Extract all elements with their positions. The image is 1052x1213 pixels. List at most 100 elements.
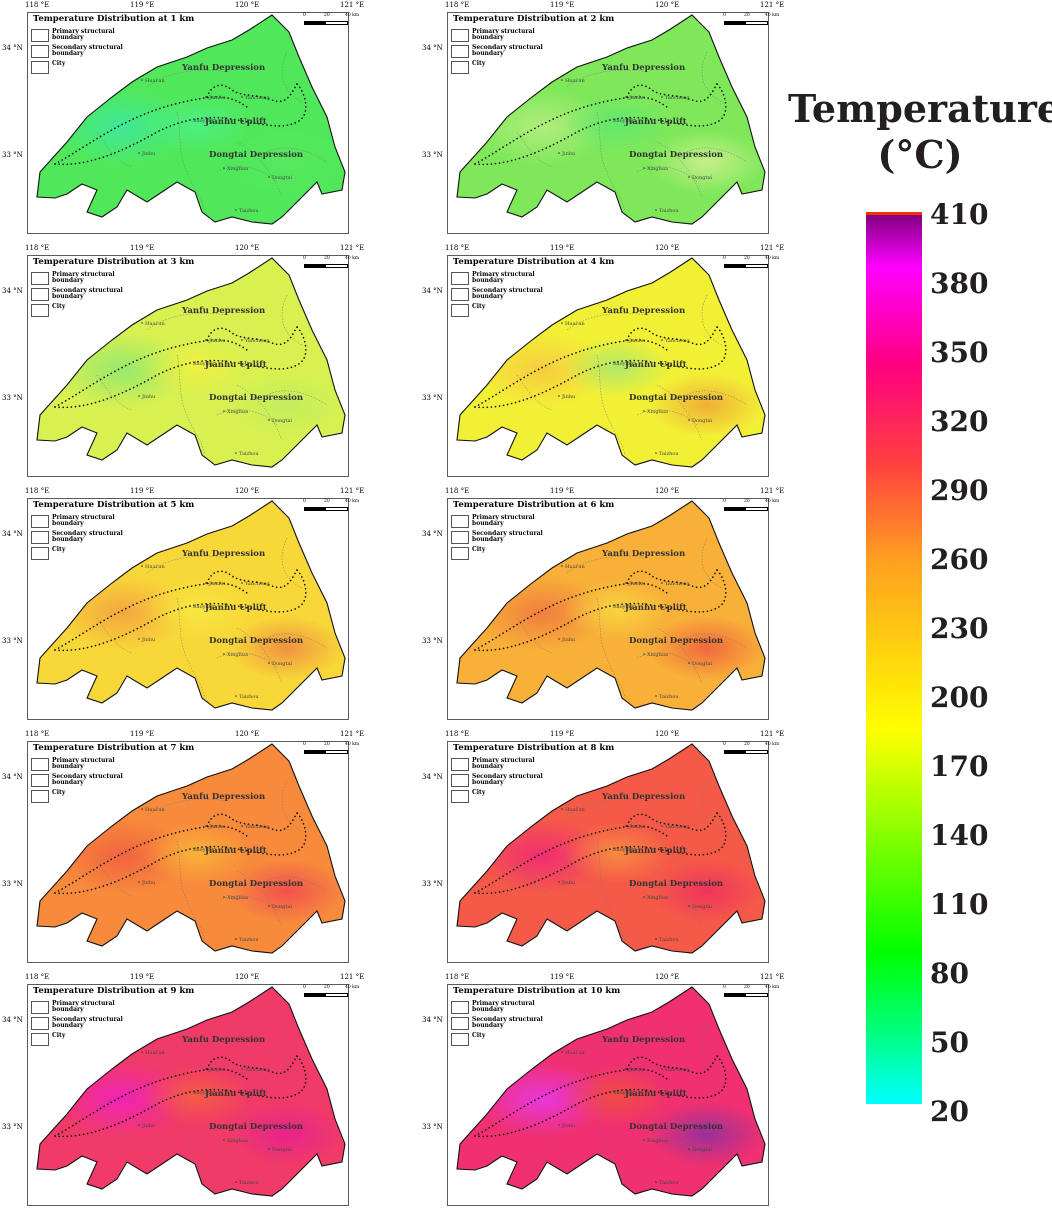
region-label-dongtai: Dongtai Depression	[209, 393, 303, 403]
secondary-boundary-legend-label: Secondary structural boundary	[472, 530, 543, 544]
basin-outline	[456, 743, 766, 954]
city-marker	[223, 1139, 225, 1141]
primary-boundary-legend: Primary structural boundary	[31, 271, 147, 285]
primary-boundary-legend-label: Primary structural boundary	[472, 757, 535, 771]
city-label: Jinhu	[561, 151, 576, 157]
city-legend-symbol	[451, 61, 469, 74]
secondary-boundary-legend-symbol	[451, 1017, 469, 1030]
secondary-boundary-legend-label: Secondary structural boundary	[472, 1016, 543, 1030]
city-marker	[643, 896, 645, 898]
secondary-boundary	[236, 1113, 283, 1170]
secondary-boundary-legend-symbol	[451, 774, 469, 787]
primary-boundary-legend-symbol	[31, 29, 49, 42]
secondary-boundary-legend: Secondary structural boundary	[451, 1016, 567, 1030]
scale-label: 0	[723, 985, 726, 990]
secondary-boundary	[656, 384, 703, 441]
scale-label: 40 km	[765, 256, 780, 261]
city-marker	[561, 565, 563, 567]
latitude-label: 34 °N	[422, 773, 443, 781]
scale-label: 40 km	[765, 742, 780, 747]
city-label: Yancheng	[664, 338, 690, 344]
map-panel-1km: Yanfu Depression Jianhu Uplift Dongtai Dep…	[27, 12, 369, 240]
longitude-label: 120 °E	[655, 244, 680, 252]
secondary-boundary	[566, 1041, 648, 1060]
city-marker	[558, 395, 560, 397]
city-label: Xinghua	[647, 1138, 668, 1144]
latitude-label: 34 °N	[422, 287, 443, 295]
primary-boundary-legend-label: Primary structural boundary	[472, 514, 535, 528]
longitude-label: 118 °E	[25, 487, 50, 495]
colorbar-tick-label: 20	[930, 1095, 969, 1128]
scale-label: 40 km	[345, 742, 360, 747]
city-marker	[205, 582, 207, 584]
city-marker	[561, 1051, 563, 1053]
region-label-dongtai: Dongtai Depression	[209, 150, 303, 160]
city-label: Taizhou	[659, 208, 679, 214]
city-marker	[189, 119, 191, 121]
latitude-label: 34 °N	[422, 1016, 443, 1024]
city-label: Dongtai	[272, 904, 292, 910]
primary-boundary-legend: Primary structural boundary	[451, 271, 567, 285]
primary-boundary	[474, 1055, 727, 1138]
city-marker	[205, 825, 207, 827]
city-marker	[655, 938, 657, 940]
colorbar-tick-label: 110	[930, 888, 989, 921]
city-marker	[688, 1148, 690, 1150]
region-label-yanfu: Yanfu Depression	[601, 792, 685, 802]
scale-label: 0	[723, 13, 726, 18]
secondary-boundary	[266, 390, 328, 406]
scale-label: 0	[303, 742, 306, 747]
longitude-label: 120 °E	[655, 1, 680, 9]
city-marker	[625, 1068, 627, 1070]
primary-boundary-legend-symbol	[31, 272, 49, 285]
scale-label: 20	[744, 985, 750, 990]
latitude-label: 33 °N	[422, 394, 443, 402]
scale-label: 40 km	[765, 499, 780, 504]
longitude-label: 120 °E	[235, 244, 260, 252]
longitude-label: 119 °E	[550, 1, 575, 9]
latitude-label: 34 °N	[2, 1016, 23, 1024]
map-legend: Primary structural boundary Secondary str…	[31, 514, 147, 563]
city-marker	[558, 152, 560, 154]
city-legend: City	[451, 789, 567, 803]
secondary-boundary-legend: Secondary structural boundary	[451, 44, 567, 58]
city-label: Huai'an	[565, 1050, 586, 1056]
basin-outline	[36, 500, 346, 711]
city-legend-label: City	[472, 303, 486, 310]
secondary-boundary-legend-symbol	[31, 531, 49, 544]
secondary-boundary-legend-symbol	[31, 288, 49, 301]
scale-label: 20	[324, 985, 330, 990]
city-label: Baoying	[613, 604, 634, 610]
primary-boundary-legend-symbol	[31, 515, 49, 528]
colorbar-tick-label: 350	[930, 336, 989, 369]
city-label: Dongtai	[692, 661, 712, 667]
secondary-boundary-legend-label: Secondary structural boundary	[52, 287, 123, 301]
city-label: Jianhu	[628, 824, 646, 830]
primary-boundary-legend-label: Primary structural boundary	[52, 28, 115, 42]
secondary-boundary-legend-label: Secondary structural boundary	[472, 44, 543, 58]
latitude-label: 34 °N	[422, 530, 443, 538]
city-label: Yancheng	[664, 581, 690, 587]
region-label-jianhu: Jianhu Uplift	[204, 117, 267, 127]
longitude-label: 120 °E	[235, 730, 260, 738]
scale-label: 40 km	[765, 985, 780, 990]
city-marker	[205, 339, 207, 341]
city-label: Huai'an	[145, 78, 166, 84]
secondary-boundary	[686, 1119, 748, 1135]
city-label: Dongtai	[272, 661, 292, 667]
city-legend: City	[451, 303, 567, 317]
region-label-jianhu: Jianhu Uplift	[204, 360, 267, 370]
scale-bar: 0 20 40 km	[301, 742, 369, 756]
city-legend-symbol	[31, 61, 49, 74]
scale-label: 40 km	[765, 13, 780, 18]
panel-title: Temperature Distribution at 9 km	[31, 986, 197, 996]
temperature-anomaly	[649, 373, 765, 437]
city-marker	[655, 452, 657, 454]
secondary-boundary	[516, 131, 553, 168]
temperature-map: Yanfu Depression Jianhu Uplift Dongtai Dep…	[27, 741, 349, 963]
city-marker	[661, 1068, 663, 1070]
region-label-dongtai: Dongtai Depression	[209, 636, 303, 646]
secondary-boundary	[636, 1138, 698, 1155]
basin-outline	[36, 257, 346, 468]
region-label-jianhu: Jianhu Uplift	[204, 846, 267, 856]
